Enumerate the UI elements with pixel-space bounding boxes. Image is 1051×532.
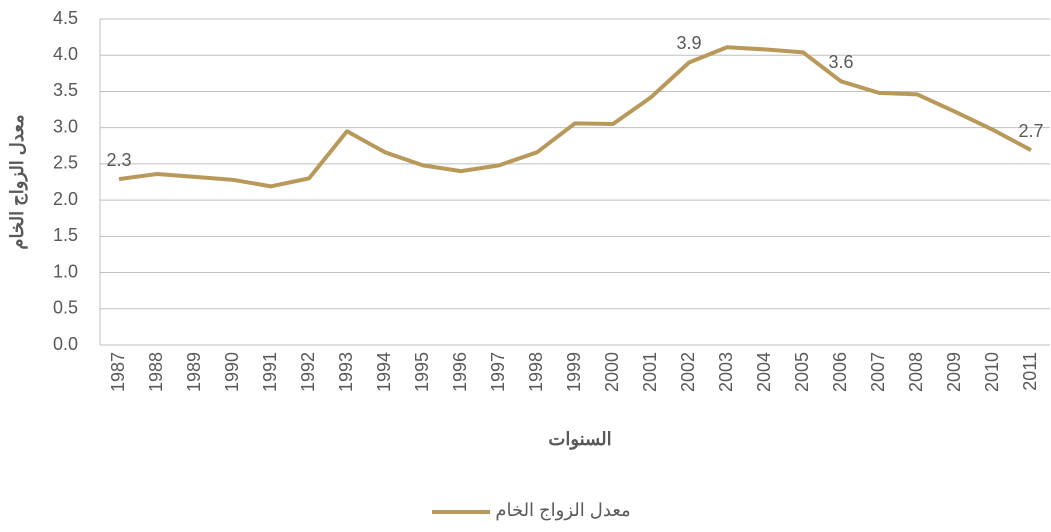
x-tick-label: 2006 bbox=[830, 352, 850, 392]
y-axis-label: معدل الزواج الخام bbox=[7, 114, 28, 249]
x-tick-label: 2000 bbox=[602, 352, 622, 392]
x-tick-label: 2011 bbox=[1020, 352, 1040, 391]
data-label: 2.3 bbox=[106, 150, 131, 170]
y-tick-label: 1.5 bbox=[53, 225, 78, 245]
x-tick-label: 2001 bbox=[640, 352, 660, 392]
x-tick-label: 1988 bbox=[146, 352, 166, 392]
x-tick-label: 1999 bbox=[564, 352, 584, 392]
x-tick-label: 1998 bbox=[526, 352, 546, 392]
data-label: 3.9 bbox=[676, 33, 701, 53]
x-tick-label: 2008 bbox=[906, 352, 926, 392]
x-axis-label: السنوات bbox=[548, 429, 611, 450]
y-tick-label: 4.0 bbox=[53, 44, 78, 64]
y-tick-label: 3.5 bbox=[53, 80, 78, 100]
y-tick-label: 0.0 bbox=[53, 334, 78, 354]
x-tick-label: 1996 bbox=[450, 352, 470, 392]
x-tick-label: 2002 bbox=[678, 352, 698, 392]
y-tick-label: 1.0 bbox=[53, 261, 78, 281]
x-tick-label: 1990 bbox=[222, 352, 242, 392]
x-tick-label: 2003 bbox=[716, 352, 736, 392]
x-tick-label: 1992 bbox=[298, 352, 318, 392]
x-tick-label: 1989 bbox=[184, 352, 204, 392]
x-tick-label: 2004 bbox=[754, 352, 774, 392]
y-tick-label: 0.5 bbox=[53, 298, 78, 318]
x-tick-label: 2007 bbox=[868, 352, 888, 392]
x-tick-label: 2010 bbox=[982, 352, 1002, 392]
data-label: 2.7 bbox=[1018, 121, 1043, 141]
x-tick-label: 1991 bbox=[260, 352, 280, 392]
x-tick-label: 1993 bbox=[336, 352, 356, 392]
x-tick-label: 1994 bbox=[374, 352, 394, 392]
x-tick-label: 1995 bbox=[412, 352, 432, 392]
y-tick-label: 3.0 bbox=[53, 116, 78, 136]
x-tick-label: 1997 bbox=[488, 352, 508, 392]
x-tick-label: 1987 bbox=[108, 352, 128, 392]
data-line bbox=[118, 45, 1032, 189]
x-tick-label: 2009 bbox=[944, 352, 964, 392]
data-label: 3.6 bbox=[828, 52, 853, 72]
y-tick-label: 2.0 bbox=[53, 189, 78, 209]
y-tick-label: 2.5 bbox=[53, 153, 78, 173]
x-tick-label: 2005 bbox=[792, 352, 812, 392]
y-tick-label: 4.5 bbox=[53, 8, 78, 28]
legend-label: معدل الزواج الخام bbox=[495, 500, 630, 521]
